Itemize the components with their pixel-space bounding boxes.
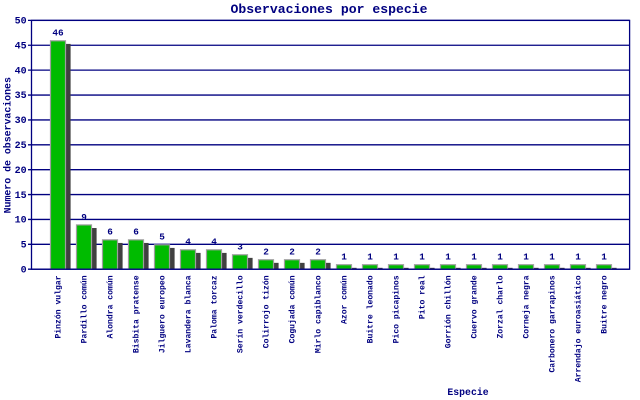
svg-text:Buitre negro: Buitre negro <box>600 275 609 333</box>
svg-text:Serín verdecillo: Serín verdecillo <box>236 275 245 353</box>
svg-text:1: 1 <box>497 252 503 263</box>
svg-text:Lavandera blanca: Lavandera blanca <box>184 275 193 353</box>
svg-text:Especie: Especie <box>447 387 488 398</box>
svg-text:3: 3 <box>237 242 243 253</box>
svg-text:1: 1 <box>575 252 581 263</box>
svg-text:Numero de observaciones: Numero de observaciones <box>3 77 14 213</box>
svg-text:Corneja negra: Corneja negra <box>522 275 531 338</box>
svg-text:40: 40 <box>15 66 27 77</box>
svg-text:1: 1 <box>601 252 607 263</box>
svg-text:4: 4 <box>211 237 217 248</box>
svg-text:4: 4 <box>185 237 191 248</box>
svg-text:Gorrión chillón: Gorrión chillón <box>444 275 453 348</box>
svg-text:1: 1 <box>367 252 373 263</box>
svg-text:Alondra común: Alondra común <box>106 275 115 338</box>
svg-text:Buitre leonado: Buitre leonado <box>366 275 375 343</box>
svg-text:46: 46 <box>52 28 64 39</box>
svg-text:20: 20 <box>15 166 27 177</box>
svg-text:25: 25 <box>15 141 27 152</box>
svg-text:15: 15 <box>15 191 27 202</box>
svg-text:Arrendajo euroasiático: Arrendajo euroasiático <box>574 275 583 382</box>
svg-text:Cogujada común: Cogujada común <box>288 275 297 343</box>
svg-text:1: 1 <box>549 252 555 263</box>
svg-text:9: 9 <box>81 212 87 223</box>
svg-text:5: 5 <box>21 241 27 252</box>
svg-text:1: 1 <box>523 252 529 263</box>
svg-text:30: 30 <box>15 116 27 127</box>
svg-text:1: 1 <box>445 252 451 263</box>
svg-text:Zorzal charlo: Zorzal charlo <box>496 275 505 338</box>
svg-text:35: 35 <box>15 91 27 102</box>
svg-text:2: 2 <box>289 247 295 258</box>
svg-text:Bisbita pratense: Bisbita pratense <box>132 275 141 353</box>
svg-text:Observaciones por especie: Observaciones por especie <box>231 2 428 17</box>
svg-text:2: 2 <box>263 247 269 258</box>
svg-text:2: 2 <box>315 247 321 258</box>
svg-text:Carbonero garrapinos: Carbonero garrapinos <box>548 275 557 372</box>
svg-text:1: 1 <box>419 252 425 263</box>
svg-text:1: 1 <box>341 252 347 263</box>
svg-text:Paloma torcaz: Paloma torcaz <box>210 275 219 338</box>
svg-text:Cuervo grande: Cuervo grande <box>470 275 479 338</box>
svg-text:6: 6 <box>107 227 113 238</box>
svg-text:1: 1 <box>471 252 477 263</box>
svg-text:6: 6 <box>133 227 139 238</box>
svg-text:Mirlo capiblanco: Mirlo capiblanco <box>314 275 323 353</box>
svg-text:Pito real: Pito real <box>418 275 427 319</box>
svg-text:Pico picapinos: Pico picapinos <box>392 275 401 343</box>
svg-text:Colirrojo tizón: Colirrojo tizón <box>262 275 271 348</box>
svg-text:10: 10 <box>15 216 27 227</box>
svg-text:50: 50 <box>15 17 27 28</box>
svg-text:Jilguero europeo: Jilguero europeo <box>158 275 167 353</box>
svg-text:Azor común: Azor común <box>340 275 349 324</box>
svg-text:0: 0 <box>21 265 27 276</box>
svg-text:Pardillo común: Pardillo común <box>80 275 89 343</box>
svg-text:1: 1 <box>393 252 399 263</box>
svg-text:45: 45 <box>15 41 27 52</box>
svg-text:Pinzón vulgar: Pinzón vulgar <box>54 275 63 338</box>
svg-text:5: 5 <box>159 232 165 243</box>
